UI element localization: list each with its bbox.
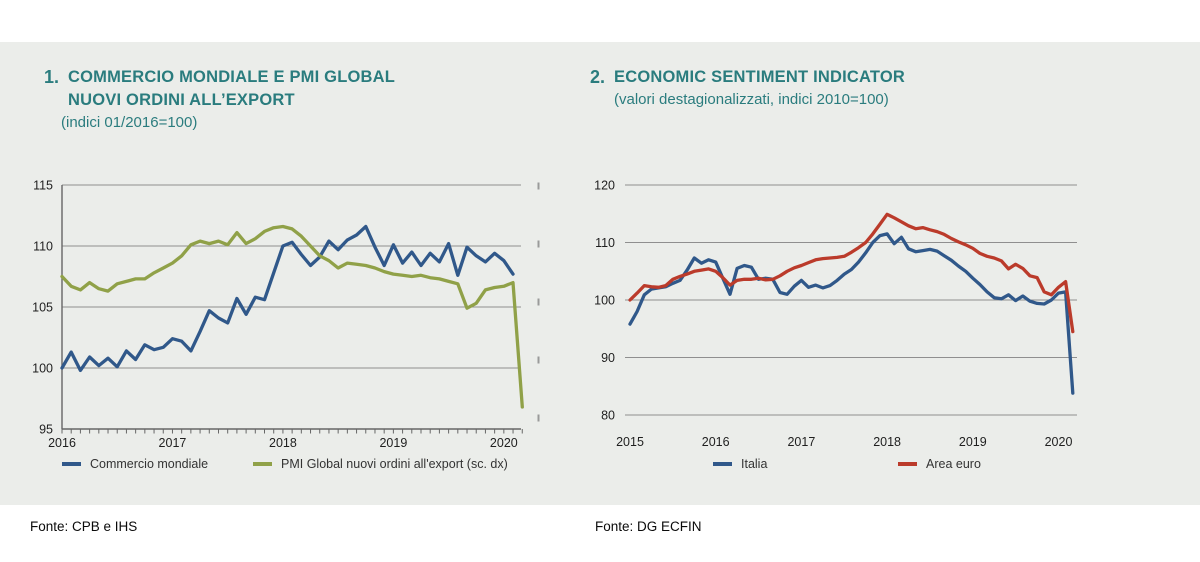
figure1-title-line1: COMMERCIO MONDIALE E PMI GLOBAL xyxy=(68,68,396,86)
legend-label-pmi-global: PMI Global nuovi ordini all'export (sc. … xyxy=(281,457,508,471)
figure1-subtitle: (indici 01/2016=100) xyxy=(61,114,198,131)
pmi-global-line-swatch xyxy=(253,462,272,466)
svg-text:110: 110 xyxy=(595,236,615,250)
figure1-title-block: 1. COMMERCIO MONDIALE E PMI GLOBAL NUOVI… xyxy=(44,66,395,134)
svg-text:2018: 2018 xyxy=(269,436,297,450)
svg-text:90: 90 xyxy=(601,351,615,365)
figure1-title-line2: NUOVI ORDINI ALL’EXPORT xyxy=(68,91,295,109)
legend-commercio-mondiale: Commercio mondiale xyxy=(62,457,208,471)
figure1-number: 1. xyxy=(44,67,60,87)
svg-text:2020: 2020 xyxy=(1045,435,1073,449)
figure2-subtitle: (valori destagionalizzati, indici 2010=1… xyxy=(614,91,889,108)
svg-text:2017: 2017 xyxy=(787,435,815,449)
svg-text:95: 95 xyxy=(39,423,53,437)
figure2-title-block: 2. ECONOMIC SENTIMENT INDICATOR (valori … xyxy=(590,66,905,111)
svg-text:2016: 2016 xyxy=(702,435,730,449)
legend-label-commercio-mondiale: Commercio mondiale xyxy=(90,457,209,471)
svg-text:100: 100 xyxy=(32,362,53,376)
chart-panel-background xyxy=(0,42,1200,505)
legend-italia: Italia xyxy=(713,457,767,471)
svg-text:2019: 2019 xyxy=(379,436,407,450)
legend-area-euro: Area euro xyxy=(898,457,981,471)
svg-text:2015: 2015 xyxy=(616,435,644,449)
figure2-title-line1: ECONOMIC SENTIMENT INDICATOR xyxy=(614,68,906,86)
svg-text:2018: 2018 xyxy=(873,435,901,449)
svg-text:110: 110 xyxy=(33,240,53,254)
svg-text:2017: 2017 xyxy=(159,436,187,450)
source-note-figure1: Fonte: CPB e IHS xyxy=(30,519,138,534)
area-euro-line-swatch xyxy=(898,462,917,466)
svg-text:115: 115 xyxy=(33,179,53,193)
svg-text:80: 80 xyxy=(601,409,615,423)
svg-text:2019: 2019 xyxy=(959,435,987,449)
legend-label-italia: Italia xyxy=(741,457,768,471)
svg-text:2020: 2020 xyxy=(490,436,518,450)
commercio-mondiale-line-swatch xyxy=(62,462,81,466)
source-note-figure2: Fonte: DG ECFIN xyxy=(595,519,702,534)
legend-pmi-global: PMI Global nuovi ordini all'export (sc. … xyxy=(253,457,508,471)
legend-label-area-euro: Area euro xyxy=(926,457,981,471)
svg-text:2016: 2016 xyxy=(48,436,76,450)
svg-text:120: 120 xyxy=(594,179,615,193)
figure2-number: 2. xyxy=(590,67,606,87)
svg-text:100: 100 xyxy=(594,294,615,308)
italia-line-swatch xyxy=(713,462,732,466)
svg-text:105: 105 xyxy=(32,301,53,315)
